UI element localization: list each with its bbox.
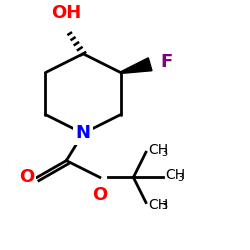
Text: 3: 3: [161, 148, 167, 158]
Text: O: O: [92, 186, 108, 204]
Text: CH: CH: [148, 198, 168, 211]
Text: 3: 3: [161, 201, 167, 211]
Text: OH: OH: [51, 4, 82, 22]
Text: F: F: [160, 53, 173, 71]
Text: 3: 3: [178, 174, 184, 184]
Polygon shape: [120, 58, 152, 74]
Text: O: O: [19, 168, 34, 186]
Text: CH: CH: [148, 143, 168, 157]
Text: CH: CH: [165, 168, 185, 182]
Text: N: N: [76, 124, 90, 142]
